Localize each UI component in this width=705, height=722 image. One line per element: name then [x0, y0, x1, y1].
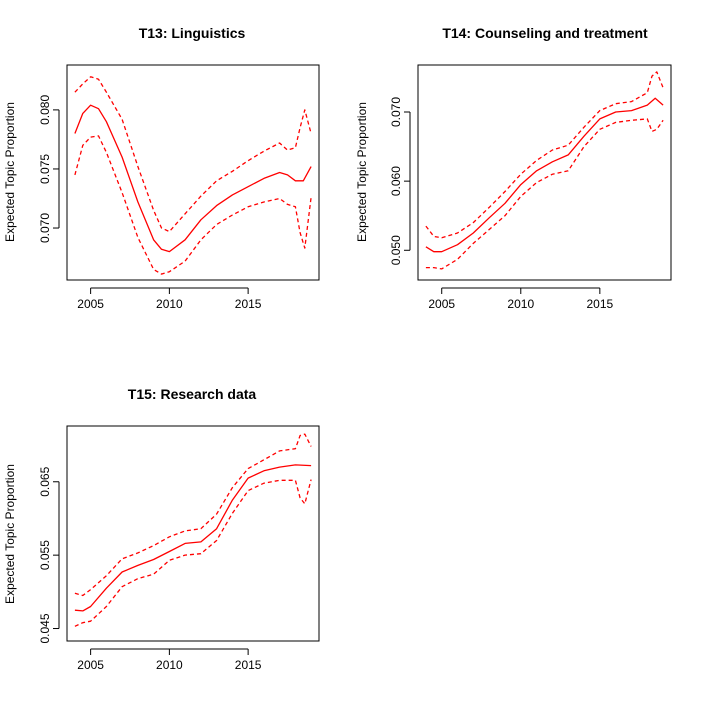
- plot-frame: [66, 425, 320, 642]
- chart-title: T14: Counseling and treatment: [442, 25, 648, 41]
- confidence-bound-line: [74, 433, 312, 597]
- confidence-bound-line: [425, 71, 664, 239]
- panel-t13-linguistics: T13: Linguistics Expected Topic Proporti…: [3, 25, 320, 311]
- x-tick-label: 2005: [77, 297, 104, 311]
- panel-t14-counseling: T14: Counseling and treatment Expected T…: [355, 25, 672, 311]
- x-tick-label: 2015: [235, 658, 262, 672]
- chart-title: T13: Linguistics: [139, 25, 246, 41]
- chart-title: T15: Research data: [128, 386, 257, 402]
- y-tick-label: 0.080: [38, 95, 52, 125]
- estimate-line: [74, 104, 312, 253]
- y-tick-label: 0.065: [38, 466, 52, 496]
- confidence-bound-line: [74, 76, 312, 233]
- x-tick-label: 2015: [586, 297, 613, 311]
- plot-marks: 2005 2010 2015 0.050 0.060 0.070: [389, 71, 664, 311]
- estimate-line: [74, 464, 312, 612]
- y-tick-label: 0.070: [389, 97, 403, 127]
- plot-marks: 2005 2010 2015 0.070 0.075 0.080: [38, 76, 312, 311]
- y-tick-label: 0.050: [389, 235, 403, 265]
- y-tick-label: 0.070: [38, 213, 52, 243]
- plot-frame: [417, 64, 672, 281]
- confidence-bound-line: [425, 118, 664, 270]
- y-tick-label: 0.045: [38, 613, 52, 643]
- confidence-bound-line: [74, 135, 312, 275]
- y-axis-label: Expected Topic Proportion: [3, 464, 17, 604]
- confidence-bound-line: [74, 479, 312, 627]
- y-axis-label: Expected Topic Proportion: [355, 102, 369, 242]
- x-tick-label: 2010: [156, 658, 183, 672]
- x-tick-label: 2015: [235, 297, 262, 311]
- y-tick-label: 0.055: [38, 540, 52, 570]
- plot-frame: [66, 64, 320, 281]
- x-tick-label: 2005: [77, 658, 104, 672]
- x-tick-label: 2005: [428, 297, 455, 311]
- plot-marks: 2005 2010 2015 0.045 0.055 0.065: [38, 433, 312, 672]
- y-axis-label: Expected Topic Proportion: [3, 102, 17, 242]
- estimate-line: [425, 97, 664, 253]
- y-tick-label: 0.075: [38, 154, 52, 184]
- x-tick-label: 2010: [507, 297, 534, 311]
- x-tick-label: 2010: [156, 297, 183, 311]
- panel-t15-research-data: T15: Research data Expected Topic Propor…: [3, 386, 320, 672]
- y-tick-label: 0.060: [389, 166, 403, 196]
